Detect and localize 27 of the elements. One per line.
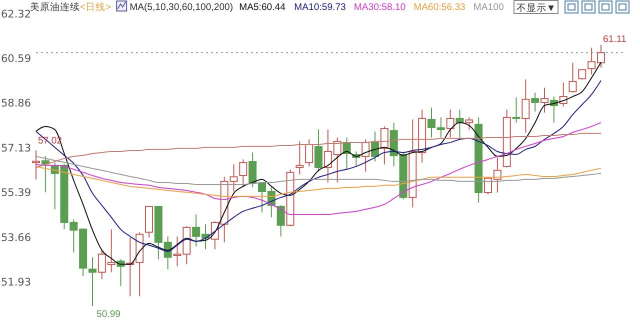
y-tick-label: 62.32 <box>0 8 32 20</box>
y-tick-label: 58.86 <box>0 98 32 110</box>
candlestick <box>88 256 96 307</box>
candlestick <box>522 78 530 134</box>
candlestick <box>446 109 454 138</box>
candlestick <box>531 92 540 112</box>
y-tick-label: 51.93 <box>0 276 32 288</box>
y-tick-label: 60.59 <box>0 53 32 65</box>
y-tick-label: 57.13 <box>0 142 32 154</box>
text: MA60:56.33 <box>414 2 466 13</box>
candlestick <box>474 116 483 204</box>
chart-subtitle: <日线> <box>80 1 112 13</box>
candlestick <box>32 150 40 180</box>
annotation: 不显示▼ <box>516 3 556 14</box>
legend-title: MA(5,10,30,60,100,200) <box>130 2 234 13</box>
text: MA5:60.44 <box>239 2 286 13</box>
chart-title: 美原油连续 <box>30 1 80 13</box>
y-tick-label: 53.66 <box>0 232 32 244</box>
text: MA10:59.73 <box>294 2 346 13</box>
text: MA30:58.10 <box>354 2 406 13</box>
y-tick-label: 55.39 <box>0 187 32 200</box>
candlestick <box>296 140 304 175</box>
annotation: 61.11 <box>603 34 626 45</box>
dropdown-field: 不显示▼ <box>514 0 558 14</box>
text: MA100 <box>473 2 504 13</box>
candlestick <box>540 87 548 114</box>
annotation: 50.99 <box>96 309 121 320</box>
